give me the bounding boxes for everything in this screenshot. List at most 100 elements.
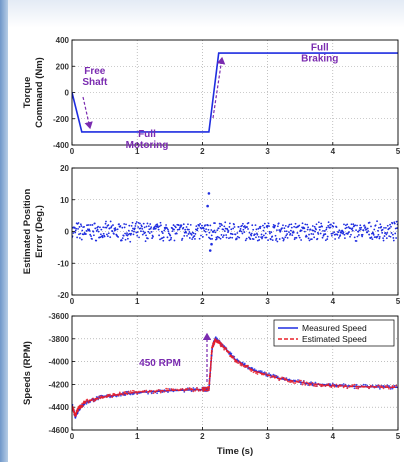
- noise-point: [311, 381, 314, 384]
- noise-point: [281, 376, 283, 379]
- data-point: [97, 225, 99, 228]
- data-point: [188, 231, 191, 233]
- noise-point: [364, 383, 367, 386]
- noise-point: [135, 390, 138, 393]
- x-tick-label: 1: [135, 432, 140, 441]
- x-tick-label: 3: [265, 297, 270, 306]
- data-point: [85, 230, 88, 232]
- noise-point: [208, 378, 211, 381]
- data-point: [349, 235, 351, 238]
- data-point: [109, 220, 112, 223]
- noise-point: [188, 387, 191, 389]
- data-point: [91, 238, 93, 240]
- data-point: [116, 228, 119, 231]
- data-point: [245, 237, 248, 240]
- data-point: [141, 233, 144, 236]
- data-point: [315, 228, 317, 231]
- noise-point: [260, 373, 263, 376]
- legend-box: [273, 319, 395, 347]
- noise-point: [355, 387, 358, 390]
- data-point: [232, 227, 235, 230]
- data-point: [351, 229, 354, 232]
- noise-point: [255, 372, 257, 375]
- noise-point: [185, 387, 188, 390]
- x-tick-label: 0: [70, 432, 75, 441]
- noise-point: [81, 405, 84, 408]
- data-point: [327, 221, 330, 224]
- noise-point: [214, 336, 217, 339]
- data-point: [196, 227, 199, 230]
- noise-point: [233, 358, 236, 361]
- data-point: [307, 237, 310, 240]
- noise-point: [272, 374, 275, 377]
- noise-point: [378, 387, 381, 390]
- data-point: [309, 228, 312, 231]
- data-point: [159, 221, 162, 224]
- data-point: [389, 235, 392, 238]
- data-point: [276, 229, 278, 232]
- y-tick-label: -4400: [49, 403, 70, 412]
- noise-point: [366, 386, 369, 388]
- noise-point: [210, 349, 213, 352]
- data-point: [278, 229, 281, 231]
- noise-point: [305, 381, 308, 384]
- data-point: [200, 234, 202, 237]
- noise-point: [308, 384, 311, 387]
- noise-point: [238, 360, 241, 363]
- data-point: [107, 224, 110, 226]
- data-point: [242, 228, 245, 231]
- data-point: [322, 234, 325, 237]
- noise-point: [321, 385, 324, 387]
- data-point: [145, 234, 147, 237]
- data-point: [225, 234, 228, 236]
- data-point: [278, 238, 281, 240]
- data-point: [136, 234, 139, 237]
- data-point: [275, 237, 278, 240]
- data-point: [332, 225, 335, 228]
- data-point: [239, 229, 242, 232]
- noise-point: [273, 376, 276, 379]
- noise-point: [248, 367, 251, 370]
- annotation-arrows: [82, 56, 226, 382]
- data-point: [342, 231, 345, 234]
- y-tick-label: 10: [60, 196, 69, 205]
- data-point: [216, 235, 219, 238]
- noise-point: [368, 387, 370, 390]
- noise-point: [314, 385, 317, 387]
- data-point: [114, 227, 117, 229]
- data-point: [317, 233, 320, 235]
- legend-label: Estimated Speed: [302, 334, 367, 344]
- data-point: [149, 227, 152, 230]
- noise-point: [300, 383, 302, 385]
- data-point: [355, 240, 358, 242]
- data-point: [152, 235, 154, 238]
- noise-point: [253, 368, 256, 371]
- noise-point: [391, 387, 394, 390]
- plot-border: [71, 315, 399, 431]
- data-point: [378, 235, 381, 238]
- data-point: [187, 223, 189, 226]
- data-point: [252, 228, 255, 231]
- annotation-text: Full: [311, 43, 329, 54]
- data-point: [111, 230, 114, 233]
- data-point: [319, 232, 322, 235]
- data-point: [85, 233, 87, 235]
- annotation-text: Free: [84, 66, 106, 77]
- data-point: [246, 226, 249, 228]
- data-point: [124, 232, 126, 235]
- data-point: [241, 224, 243, 227]
- data-point: [227, 229, 230, 232]
- data-point: [326, 238, 329, 240]
- noise-point: [391, 385, 394, 387]
- noise-point: [192, 390, 195, 393]
- noise-point: [273, 374, 276, 377]
- data-point: [185, 231, 188, 234]
- data-point: [79, 223, 82, 226]
- noise-point: [357, 387, 360, 390]
- noise-point: [292, 381, 295, 384]
- noise-point: [87, 400, 89, 403]
- data-point: [127, 229, 130, 232]
- noise-point: [105, 396, 108, 399]
- data-point: [305, 235, 308, 238]
- noise-point: [344, 384, 347, 387]
